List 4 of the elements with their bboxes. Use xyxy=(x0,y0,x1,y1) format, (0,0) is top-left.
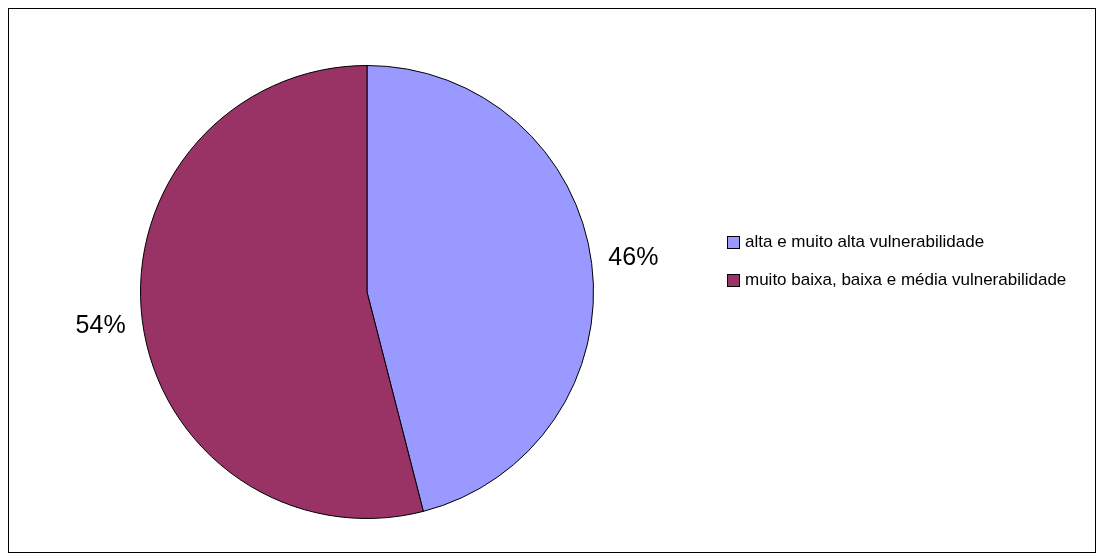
legend-label: muito baixa, baixa e média vulnerabilidade xyxy=(745,270,1067,290)
data-label: 46% xyxy=(608,242,659,271)
data-label: 54% xyxy=(75,309,126,338)
legend-label: alta e muito alta vulnerabilidade xyxy=(745,232,985,252)
